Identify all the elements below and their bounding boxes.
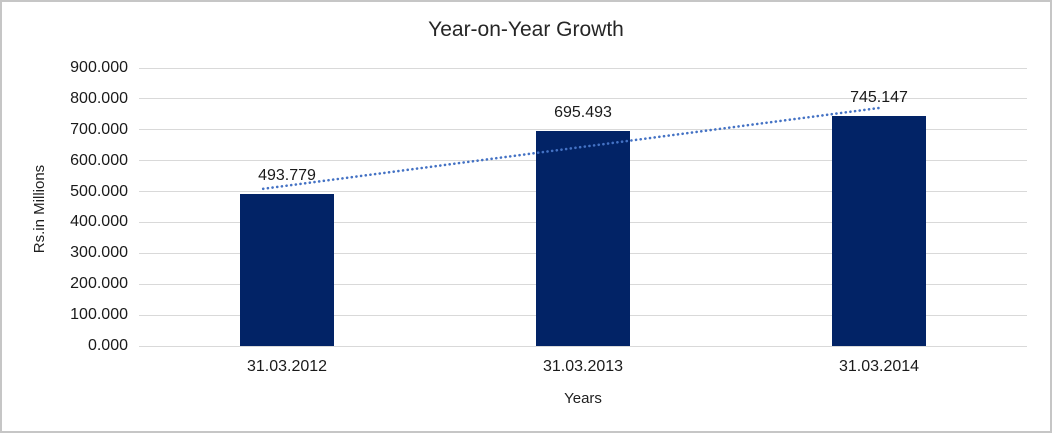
bar	[240, 193, 334, 346]
x-axis-tick-label: 31.03.2014	[838, 358, 920, 375]
gridline	[139, 345, 1027, 347]
chart-title: Year-on-Year Growth	[428, 18, 624, 41]
y-axis-tick-label: 500.000	[70, 182, 128, 200]
x-axis-tick-label: 31.03.2012	[246, 358, 328, 375]
bar	[536, 131, 630, 346]
y-axis-tick-label: 900.000	[70, 59, 128, 76]
x-axis-title: Years	[564, 390, 602, 407]
bar-data-label: 493.779	[258, 166, 316, 184]
y-axis-tick-label: 700.000	[70, 120, 128, 138]
y-axis-tick-label: 0.000	[87, 337, 128, 354]
y-axis-tick-label: 300.000	[70, 244, 128, 262]
y-axis-tick-label: 100.000	[70, 306, 128, 324]
x-axis-tick-label: 31.03.2013	[542, 358, 624, 375]
y-axis-tick-label: 800.000	[70, 89, 128, 107]
bar-data-label: 745.147	[850, 88, 908, 106]
gridline	[139, 98, 1027, 100]
bar-data-label: 695.493	[554, 104, 612, 122]
gridline	[139, 67, 1027, 69]
y-axis-tick-label: 400.000	[70, 213, 128, 231]
y-axis-tick-label: 200.000	[70, 275, 128, 293]
y-axis-tick-label: 600.000	[70, 151, 128, 169]
gridline	[139, 129, 1027, 131]
bar	[832, 115, 926, 346]
